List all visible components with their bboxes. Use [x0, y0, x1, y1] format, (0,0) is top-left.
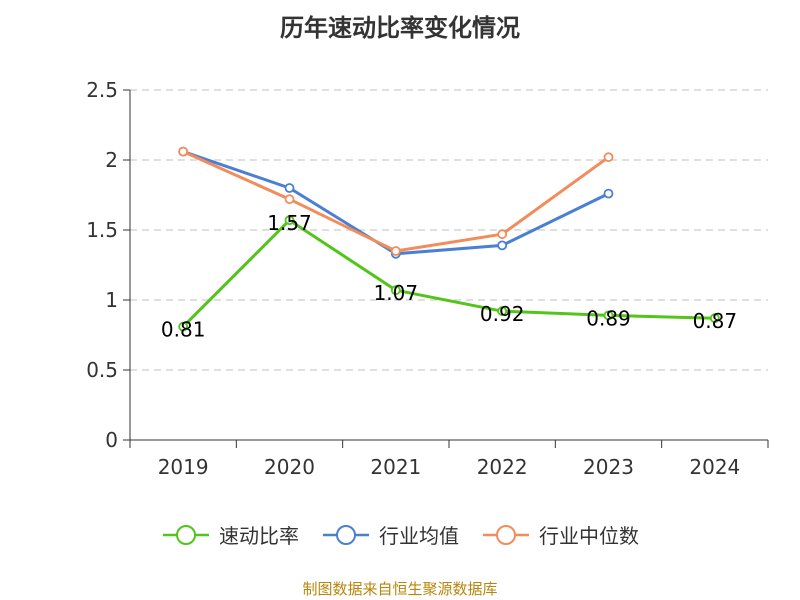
- data-label: 1.07: [374, 281, 419, 305]
- legend-item-industry-average[interactable]: 行业均值: [321, 520, 459, 549]
- data-label: 0.81: [161, 318, 206, 342]
- series-line: [182, 150, 610, 253]
- data-point: [709, 313, 720, 324]
- series-lines: [178, 146, 720, 332]
- legend-label: 速动比率: [219, 524, 299, 548]
- x-tick-label: 2019: [158, 455, 209, 479]
- data-point: [603, 152, 614, 163]
- x-tick-label: 2021: [370, 455, 421, 479]
- x-tick-label: 2024: [689, 455, 740, 479]
- series-line: [182, 218, 715, 328]
- legend-label: 行业均值: [379, 524, 459, 548]
- x-tick-label: 2020: [264, 455, 315, 479]
- chart-title: 历年速动比率变化情况: [280, 14, 520, 42]
- data-label: 0.89: [586, 306, 631, 330]
- x-tick-label: 2022: [477, 455, 528, 479]
- legend-line-circle-icon: [323, 524, 369, 545]
- legend-line-circle-icon: [483, 524, 529, 545]
- data-point: [284, 183, 295, 193]
- y-tick-label: 0: [105, 428, 118, 452]
- data-label: 1.57: [267, 211, 312, 235]
- data-point: [178, 321, 189, 332]
- y-tick-label: 0.5: [86, 358, 118, 382]
- data-point: [284, 194, 295, 205]
- legend-line-circle-icon: [163, 524, 209, 545]
- x-tick-label: 2023: [583, 455, 634, 479]
- data-point: [603, 310, 614, 321]
- data-labels: 0.81 1.57 1.07 0.92 0.89 0.87: [161, 211, 737, 341]
- data-point: [603, 188, 614, 199]
- y-tick-label: 1.5: [86, 218, 118, 242]
- legend-item-industry-median[interactable]: 行业中位数: [481, 520, 639, 549]
- source-note: 制图数据来自恒生聚源数据库: [302, 580, 498, 598]
- legend-item-quick-ratio[interactable]: 速动比率: [161, 520, 299, 549]
- legend-label: 行业中位数: [539, 524, 639, 548]
- data-label: 0.92: [480, 302, 525, 326]
- data-point: [390, 246, 401, 256]
- data-label: 0.87: [693, 309, 738, 333]
- legend: 速动比率 行业均值 行业中位数: [0, 520, 800, 549]
- y-tick-label: 1: [105, 288, 118, 312]
- data-point: [497, 229, 508, 240]
- y-tick-label: 2: [105, 148, 118, 172]
- data-point: [390, 285, 401, 296]
- axes: 0 0.5 1 1.5 2 2.5 2019 2020 2021 2022 2023 2024: [86, 78, 769, 479]
- data-point: [178, 146, 189, 157]
- data-point: [497, 306, 508, 317]
- y-tick-label: 2.5: [86, 78, 118, 102]
- data-point: [284, 215, 295, 226]
- data-point: [497, 240, 508, 251]
- grid-lines: [130, 89, 768, 371]
